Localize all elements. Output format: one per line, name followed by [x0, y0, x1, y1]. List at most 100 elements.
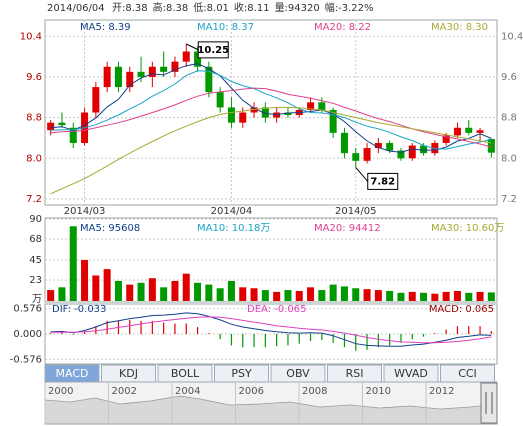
tab-label[interactable]: CCI: [458, 367, 477, 380]
volume-bar: [386, 290, 394, 301]
y-tick-label: 45: [29, 255, 42, 266]
volume-bar: [261, 290, 269, 301]
candle-body: [58, 122, 66, 126]
candle-body: [273, 112, 281, 118]
legend-entry: MA20: 94412: [314, 223, 381, 234]
year-label: 2002: [112, 386, 137, 397]
x-tick-label: 2014/05: [335, 206, 377, 217]
price-frame: [44, 19, 498, 206]
candle-body: [194, 51, 202, 67]
candle-body: [114, 66, 122, 88]
volume-bar: [171, 280, 179, 301]
year-label: 2008: [302, 386, 327, 397]
annotation: 7.82: [370, 176, 395, 187]
annotation-box: [367, 172, 399, 190]
tab[interactable]: [44, 364, 100, 383]
volume-bar: [126, 284, 134, 301]
tab-label[interactable]: WVAD: [394, 367, 428, 380]
volume-bar: [194, 282, 202, 301]
volume-bar: [363, 289, 371, 301]
y-tick-label-right: 7.2: [501, 194, 517, 205]
annotation-box: [197, 41, 229, 59]
tab[interactable]: [101, 364, 156, 383]
y-tick-label: 23: [29, 275, 42, 286]
tab-label[interactable]: PSY: [231, 367, 252, 380]
candle-body: [103, 66, 111, 88]
volume-bar: [160, 287, 168, 301]
x-tick-label: 2014/04: [211, 206, 253, 217]
legend-entry: MA10: 10.18万: [197, 223, 270, 234]
volume-bar: [295, 290, 303, 301]
volume-bar: [250, 288, 258, 301]
y-tick-label-right: 8.8: [501, 113, 517, 124]
volume-bar: [352, 288, 360, 301]
macd-line: [50, 312, 492, 347]
volume-bar: [205, 284, 213, 301]
y-tick-label: 10.4: [20, 31, 42, 42]
volume-bar: [216, 288, 224, 301]
candle-body: [465, 127, 473, 133]
volume-bar: [92, 275, 100, 301]
year-label: 2010: [366, 386, 391, 397]
volume-bar: [81, 260, 89, 301]
header-field: 高:8.38: [153, 1, 189, 14]
navigator-handle[interactable]: [480, 382, 498, 424]
ma-line: [50, 106, 492, 195]
header-field: 幅:-3.22%: [325, 1, 374, 14]
y-tick-label: 8.0: [26, 153, 42, 164]
tab[interactable]: [270, 364, 326, 383]
tab[interactable]: [327, 364, 382, 383]
y-tick-label: 90: [29, 214, 42, 225]
volume-bar: [148, 278, 156, 301]
tab-label[interactable]: MACD: [56, 367, 89, 380]
legend-entry: MA10: 8.37: [197, 22, 254, 33]
tab[interactable]: [440, 364, 495, 383]
candle-body: [216, 92, 224, 108]
volume-bar: [103, 269, 111, 301]
y-unit: 万: [32, 294, 42, 305]
volume-bar: [284, 290, 292, 301]
volume-bar: [137, 282, 145, 301]
y-tick-label: -0.576: [10, 354, 42, 365]
volume-bar: [408, 291, 416, 301]
volume-bar: [182, 273, 190, 301]
volume-bar: [307, 287, 315, 301]
volume-bar: [431, 293, 439, 301]
candle-body: [126, 71, 134, 88]
candle-body: [374, 143, 382, 149]
candle-body: [284, 112, 292, 116]
legend-entry: MA30: 10.60万: [431, 223, 504, 234]
y-tick-label: 68: [29, 234, 42, 245]
legend-entry: DIF: -0.033: [52, 304, 106, 315]
candle-body: [476, 130, 484, 133]
candle-body: [453, 127, 461, 136]
volume-bar: [329, 284, 337, 301]
tab-label[interactable]: OBV: [286, 367, 310, 380]
volume-bar: [453, 290, 461, 301]
tab-label[interactable]: KDJ: [119, 367, 138, 380]
candle-body: [397, 150, 405, 159]
volume-bar: [318, 290, 326, 301]
header-date: 2014/06/04: [47, 3, 105, 14]
volume-bar: [227, 280, 235, 301]
tab[interactable]: [214, 364, 269, 383]
tab[interactable]: [157, 364, 213, 383]
candle-body: [340, 132, 348, 154]
candle-body: [363, 148, 371, 161]
volume-bar: [47, 290, 55, 301]
y-tick-label: 7.2: [26, 194, 42, 205]
candle-body: [408, 145, 416, 159]
candle-body: [352, 153, 360, 161]
macd-line: [50, 316, 492, 344]
annotation-leader: [186, 43, 199, 51]
candle-body: [160, 66, 168, 72]
candle-body: [386, 143, 394, 151]
volume-bar: [465, 292, 473, 301]
tab-label[interactable]: BOLL: [171, 367, 200, 380]
tab-label[interactable]: RSI: [346, 367, 364, 380]
candle-body: [171, 61, 179, 72]
tab[interactable]: [383, 364, 439, 383]
candle-body: [250, 107, 258, 113]
volume-bar: [239, 287, 247, 301]
